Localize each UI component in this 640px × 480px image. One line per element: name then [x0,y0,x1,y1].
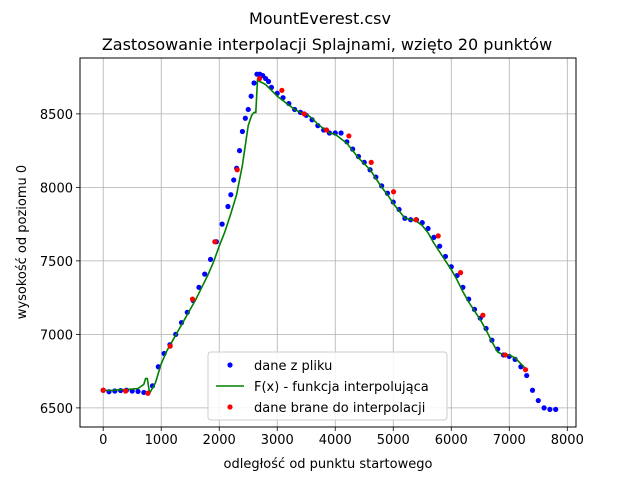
data-point [167,343,173,349]
x-tick-label: 5000 [377,433,410,448]
legend: dane z pliku F(x) - funkcja interpolująca… [207,351,448,421]
data-point [502,352,508,358]
x-axis-label: odległość od punktu startowego [224,457,433,472]
data-point [265,78,272,85]
series-line [103,78,528,396]
data-point [135,388,141,395]
data-point [251,80,257,86]
ticks: 0 1000 2000 3000 4000 5000 6000 7000 8000 6500 700… [40,108,584,448]
y-tick-label: 7000 [40,328,73,343]
legend-marker-swatch [227,362,233,368]
data-point [361,159,367,165]
data-point [435,233,441,239]
legend-label: F(x) - funkcja interpolująca [254,380,429,395]
data-point [480,312,486,318]
x-tick-label: 7000 [493,433,526,448]
plot-frame [79,57,577,428]
legend-label: dane z pliku [254,359,332,374]
data-point [522,367,529,373]
data-point [239,128,246,135]
data-point [431,234,437,240]
data-point [219,221,225,227]
data-point [390,189,397,195]
data-point [301,111,307,117]
y-tick-label: 7500 [40,255,73,270]
data-point [309,117,315,123]
data-point [529,387,536,393]
y-tick-label: 8000 [40,181,73,196]
data-point [231,177,237,183]
data-point [323,127,330,133]
data-point [524,372,530,379]
data-point [368,159,374,165]
data-point [236,148,243,154]
data-point [196,284,202,290]
y-tick-label: 8500 [40,108,73,123]
data-point [234,167,240,173]
y-tick-label: 6500 [40,402,73,417]
data-point [245,106,251,113]
data-point [346,133,352,139]
series-dane-brane-do-interpolacji [100,75,529,396]
data-point [122,388,129,394]
data-point [553,406,559,412]
x-tick-label: 2000 [203,433,236,448]
data-point [457,270,464,276]
data-point [541,405,547,411]
data-point [338,130,344,136]
data-point [100,387,106,393]
chart-subtitle: Zastosowanie interpolacji Splajnami, wzi… [102,35,552,54]
data-point [279,87,285,93]
plot-area [100,71,559,412]
legend-box [207,351,448,421]
chart-title: MountEverest.csv [249,9,391,28]
x-tick-label: 8000 [551,433,584,448]
x-tick-label: 4000 [319,433,352,448]
data-point [141,389,147,396]
data-point [228,192,234,198]
data-point [202,271,208,277]
data-point [256,75,263,82]
data-point [242,115,248,121]
y-axis-label: wysokość od poziomu 0 [15,165,30,319]
data-point [437,243,443,249]
x-tick-label: 6000 [435,433,468,448]
data-point [225,203,231,210]
legend-label: dane brane do interpolacji [254,401,425,416]
data-point [547,406,553,412]
x-tick-label: 3000 [261,433,294,448]
x-tick-label: 1000 [145,433,178,448]
series-f-x-funkcja-interpoluj-ca [103,78,528,396]
legend-marker-swatch [227,404,233,410]
data-point [145,390,151,396]
data-point [413,217,419,223]
data-point [425,225,431,232]
data-point [248,93,254,99]
data-point [189,296,196,302]
x-tick-label: 0 [99,433,107,448]
data-point [212,239,218,245]
data-point [535,397,541,404]
data-point [207,256,214,263]
